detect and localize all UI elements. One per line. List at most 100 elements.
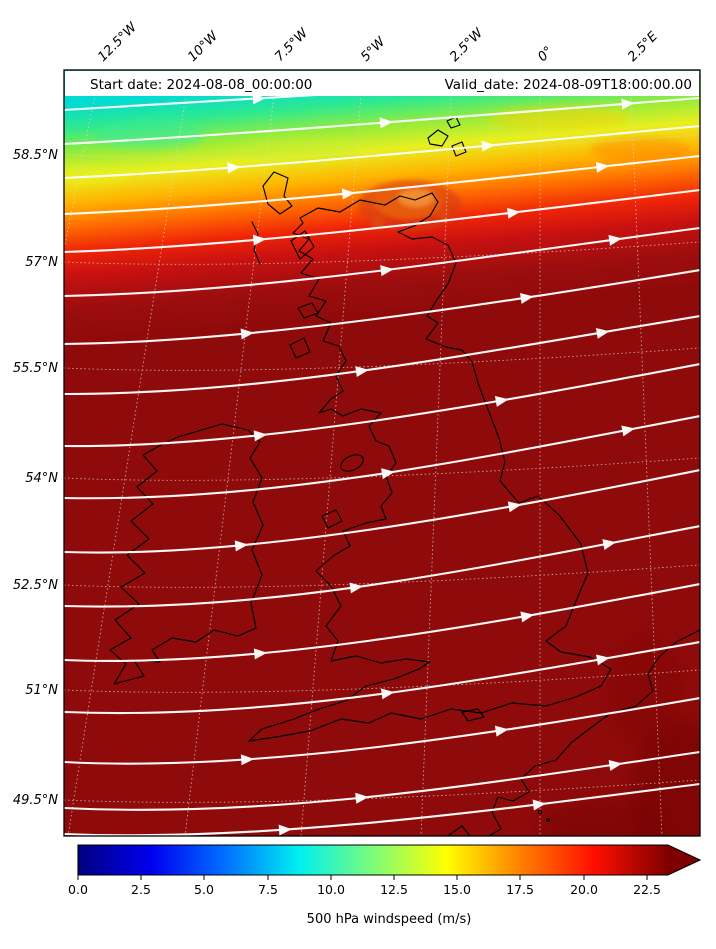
streamline-arrowhead <box>379 117 394 129</box>
map-frame <box>63 69 701 837</box>
coastline-great-britain <box>248 192 612 742</box>
streamline-arrowhead <box>494 396 509 407</box>
parallel-gridline <box>64 134 700 158</box>
lon-tick-label: 5°W <box>358 34 389 65</box>
colorbar-tick-label: 10.0 <box>317 882 345 897</box>
windspeed-blob <box>630 720 700 836</box>
streamline-arrowhead <box>608 234 623 246</box>
date-banner-bg <box>65 71 699 96</box>
streamline-arrowhead <box>240 754 255 766</box>
latitude-axis-labels: 58.5°N 57°N 55.5°N 54°N 52.5°N 51°N 49.5… <box>13 148 58 808</box>
streamline-arrowhead <box>227 162 241 174</box>
parallel-gridline <box>64 347 700 371</box>
date-banner: Start date: 2024-08-08_00:00:00 Valid_da… <box>65 71 699 96</box>
streamline-arrowhead <box>519 293 534 304</box>
meridian-gridline <box>184 70 278 836</box>
streamline <box>64 226 700 298</box>
streamline-arrowhead <box>621 425 636 437</box>
streamline-arrowhead <box>596 654 610 666</box>
coastline-anglesey <box>321 509 343 529</box>
streamline-arrowhead <box>381 468 395 480</box>
lon-tick-label: 2.5°W <box>447 25 487 65</box>
streamline-arrowhead <box>253 648 268 660</box>
colorbar-ticks <box>77 875 648 880</box>
lat-tick-label: 55.5°N <box>13 361 58 376</box>
parallel-gridline <box>64 241 700 265</box>
lat-tick-label: 54°N <box>25 471 58 486</box>
orange-windspeed-patch <box>358 180 462 232</box>
colorbar-title: 500 hPa windspeed (m/s) <box>307 912 472 927</box>
lat-tick-label: 51°N <box>25 683 58 698</box>
streamline <box>64 468 700 554</box>
windspeed-blob <box>64 165 130 185</box>
colorbar-tick-label: 17.5 <box>506 882 534 897</box>
lon-tick-label: 7.5°W <box>272 25 312 65</box>
streamline-arrowhead <box>481 140 495 152</box>
streamline-arrowhead <box>507 501 522 513</box>
parallel-gridline <box>64 779 700 803</box>
streamline <box>64 582 700 663</box>
streamline-arrowhead <box>349 582 364 594</box>
streamline-arrowhead <box>380 265 394 277</box>
meridian-gridline <box>300 70 364 836</box>
map-area: Start date: 2024-08-08_00:00:00 Valid_da… <box>64 70 700 836</box>
streamline-arrowhead <box>520 611 535 623</box>
colorbar-tick-labels: 0.0 2.5 5.0 7.5 10.0 12.5 15.0 17.5 20.0… <box>68 882 661 897</box>
streamline <box>64 96 700 146</box>
start-date-label: Start date: 2024-08-08_00:00:00 <box>90 77 312 93</box>
streamline <box>64 414 700 500</box>
lat-tick-label: 58.5°N <box>13 148 58 163</box>
streamline-arrowhead <box>234 540 249 552</box>
streamline-arrowhead <box>506 207 521 219</box>
windspeed-blob <box>590 138 690 162</box>
colorbar-tick-label: 5.0 <box>194 882 214 897</box>
streamline <box>64 362 700 448</box>
streamline <box>64 696 700 765</box>
windspeed-blob <box>371 215 385 229</box>
dark-maroon-patches <box>540 635 700 836</box>
coastline-france <box>448 629 700 836</box>
lon-tick-label: 10°W <box>185 28 222 65</box>
streamline <box>64 124 700 180</box>
streamline <box>64 750 700 811</box>
streamline-arrowhead <box>341 188 356 200</box>
streamline-arrowhead <box>595 327 610 339</box>
colorbar-tick-label: 20.0 <box>570 882 598 897</box>
streamline <box>64 782 700 836</box>
streamline-arrowhead <box>608 759 623 771</box>
streamline-arrowhead <box>380 688 395 700</box>
colorbar-tick-label: 12.5 <box>380 882 408 897</box>
colorbar-tick-label: 7.5 <box>258 882 278 897</box>
streamline <box>64 268 700 346</box>
lon-tick-label: 2.5°E <box>625 29 661 65</box>
windspeed-blob <box>437 208 449 220</box>
windspeed-blob <box>398 189 434 207</box>
windspeed-blob <box>610 635 680 745</box>
coastline-isle-of-wight <box>461 708 485 722</box>
windspeed-blob <box>95 121 205 149</box>
streamline <box>64 188 700 254</box>
streamline-arrowhead <box>355 792 369 804</box>
colorbar-tick-label: 22.5 <box>633 882 661 897</box>
windspeed-blob <box>540 800 660 836</box>
colorbar-tick-label: 2.5 <box>131 882 151 897</box>
streamline-arrowhead <box>595 161 610 173</box>
streamline-arrowhead <box>532 799 547 811</box>
lon-tick-label: 0° <box>535 44 556 65</box>
coastline-ireland <box>109 423 264 685</box>
streamline-arrowhead <box>278 824 292 836</box>
streamlines <box>64 70 700 836</box>
coastline-channel-island <box>546 818 550 822</box>
valid-date-label: Valid_date: 2024-08-09T18:00:00.00 <box>445 77 692 93</box>
lat-tick-label: 52.5°N <box>13 578 58 593</box>
colorbar: 0.0 2.5 5.0 7.5 10.0 12.5 15.0 17.5 20.0… <box>68 844 702 927</box>
colorbar-tick-label: 0.0 <box>68 882 88 897</box>
coastline-channel-island <box>537 809 543 815</box>
streamline-arrowhead <box>602 539 617 550</box>
colorbar-tick-label: 15.0 <box>443 882 471 897</box>
parallel-gridline <box>64 669 700 693</box>
meridian-gridline <box>420 70 453 836</box>
lat-tick-label: 49.5°N <box>13 793 58 808</box>
streamline-arrowhead <box>355 366 369 378</box>
